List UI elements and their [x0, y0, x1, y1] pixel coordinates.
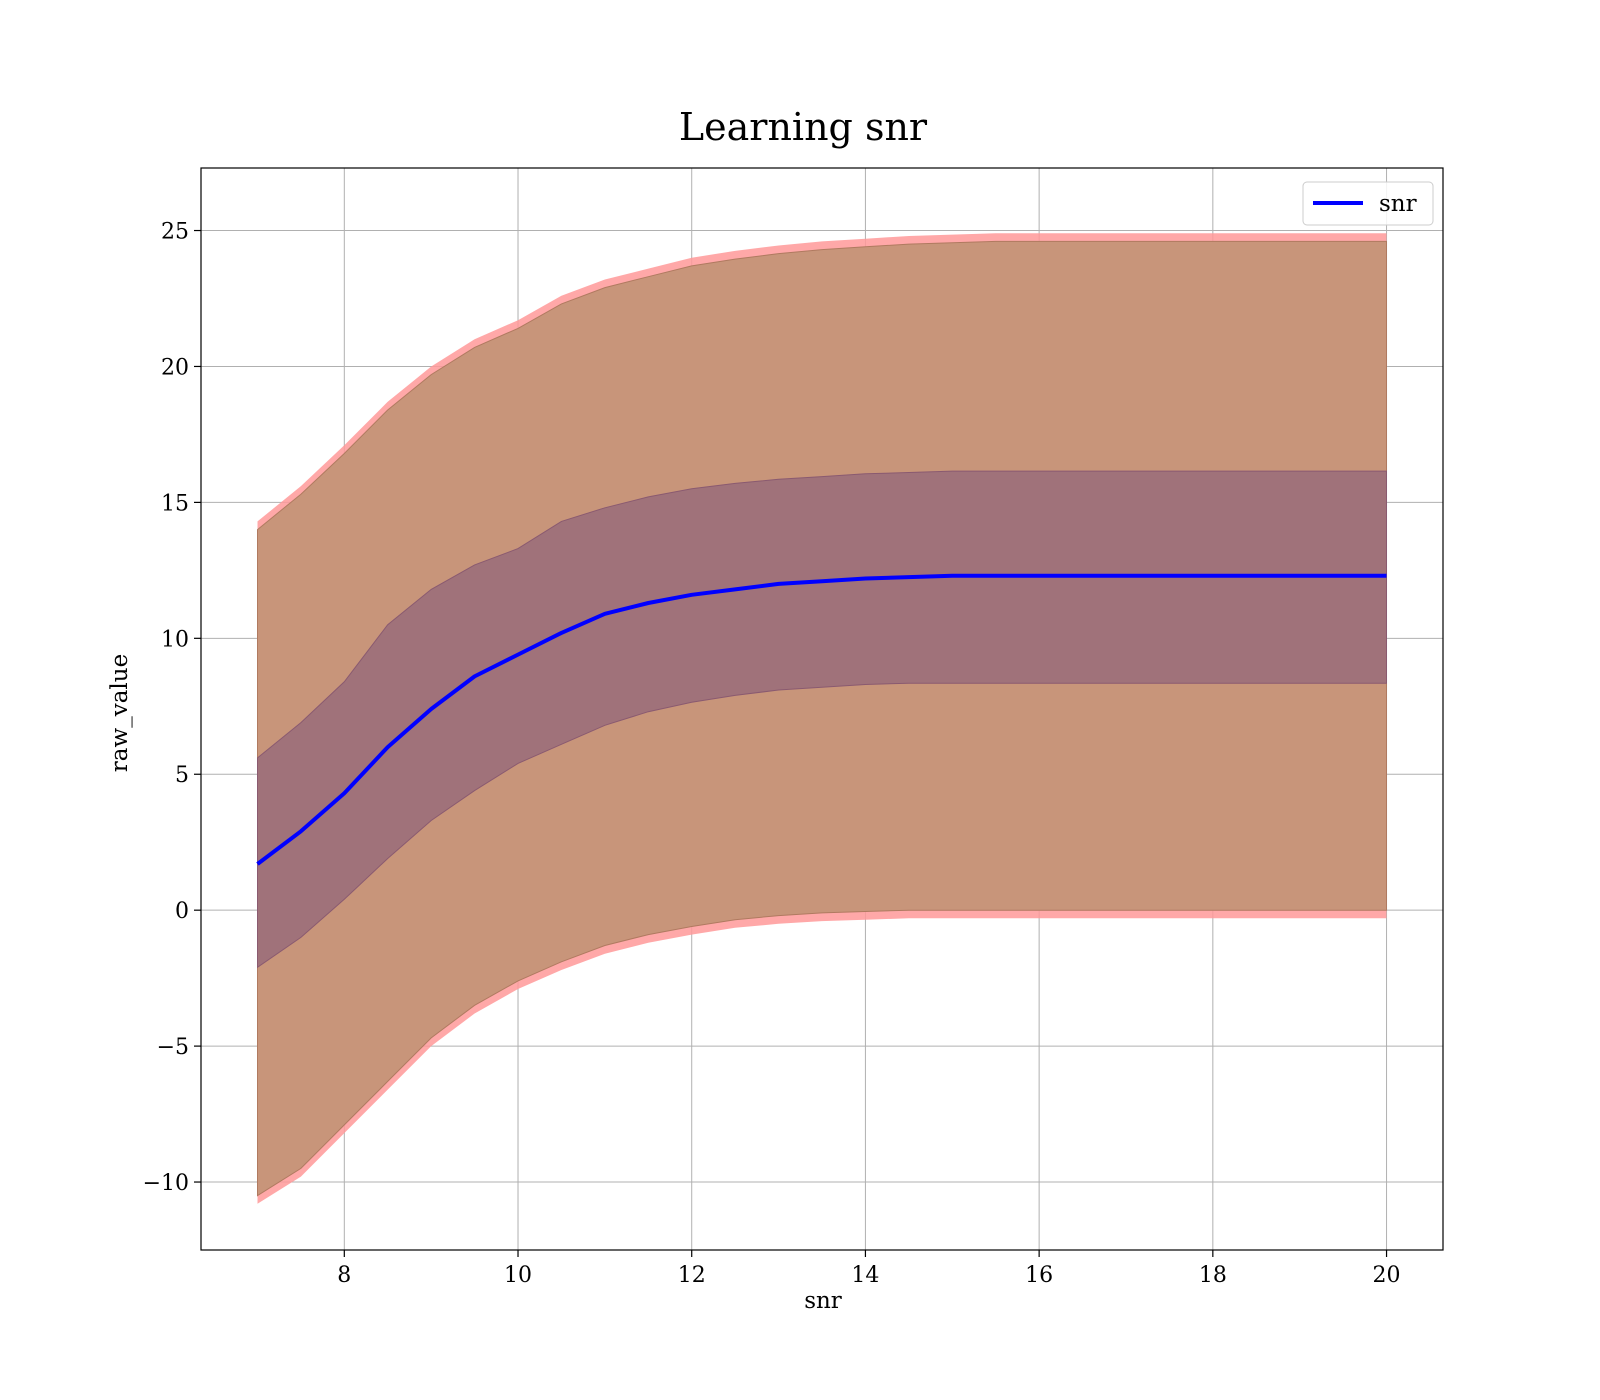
- y-tick-label: −10: [143, 1171, 189, 1196]
- x-tick-label: 20: [1373, 1263, 1401, 1288]
- chart-title: Learning snr: [679, 105, 928, 149]
- y-tick-label: 5: [175, 763, 189, 788]
- x-tick-label: 14: [851, 1263, 879, 1288]
- legend: snr: [1302, 181, 1434, 226]
- y-tick-label: −5: [157, 1035, 189, 1060]
- uncertainty-bands: [257, 233, 1387, 1204]
- plot-frame: [200, 167, 1444, 1251]
- series-lines: [256, 573, 1387, 866]
- y-tick-label: 25: [161, 220, 189, 245]
- tick-labels: 8 10 12 14 16 18 20 −10 −5 0 5 10 15 20 25: [143, 220, 1401, 1288]
- legend-entry-snr: snr: [1379, 191, 1417, 217]
- y-tick-label: 15: [161, 491, 189, 516]
- y-tick-label: 10: [161, 627, 189, 652]
- x-tick-label: 18: [1199, 1263, 1227, 1288]
- series-line-snr: [256, 573, 1387, 866]
- legend-box: [1302, 181, 1434, 226]
- x-tick-label: 16: [1025, 1263, 1053, 1288]
- axes: [194, 167, 1444, 1257]
- y-tick-label: 0: [175, 899, 189, 924]
- x-tick-label: 8: [337, 1263, 351, 1288]
- x-tick-label: 10: [504, 1263, 532, 1288]
- inner-band: [257, 470, 1387, 969]
- x-tick-label: 12: [678, 1263, 706, 1288]
- x-axis-label: snr: [804, 1288, 842, 1314]
- y-tick-label: 20: [161, 355, 189, 380]
- y-axis-label: raw_value: [107, 654, 133, 772]
